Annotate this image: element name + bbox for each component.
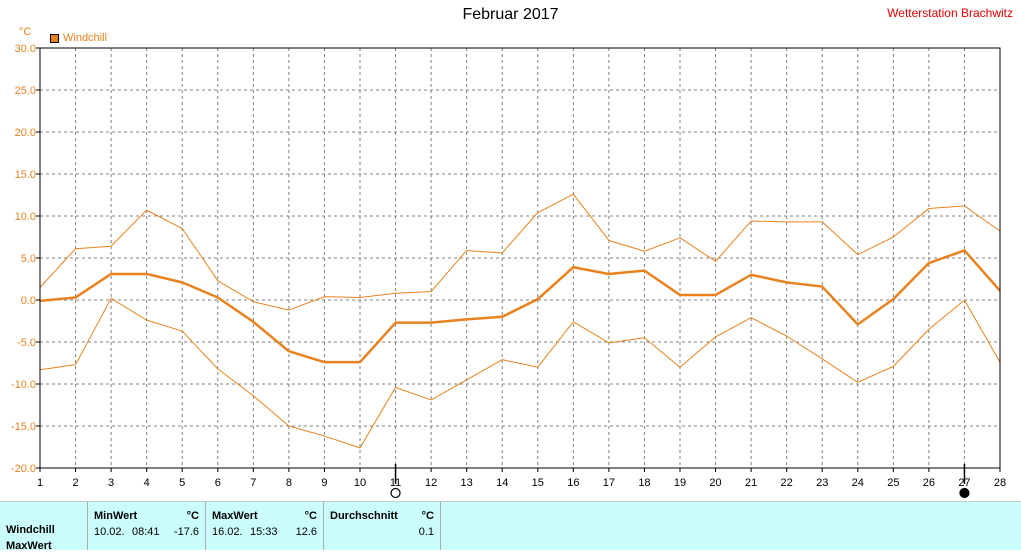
- x-tick-label: 10: [354, 477, 366, 489]
- x-tick-label: 22: [781, 477, 793, 489]
- stats-label-column: Windchill MaxWert: [0, 502, 88, 552]
- avg-unit: °C: [421, 510, 434, 522]
- stats-max-column: MaxWert °C 16.02. 15:33 12.6: [206, 502, 324, 550]
- stats-row-label-maxwert: MaxWert: [6, 540, 52, 552]
- y-tick-label: 25.0: [15, 85, 36, 97]
- series-line-avg: [39, 249, 1001, 364]
- legend: Windchill: [50, 32, 107, 44]
- min-unit: °C: [186, 510, 199, 522]
- stats-min-column: MinWert °C 10.02. 08:41 -17.6: [88, 502, 206, 550]
- x-tick-label: 7: [250, 477, 256, 489]
- stats-panel: Windchill MaxWert MinWert °C 10.02. 08:4…: [0, 501, 1021, 552]
- windchill-chart: -20.0 -15.0 -10.0 -5.0 0.0 5.0 10.0 15.0 20.0 25.…: [11, 43, 1006, 499]
- x-tick-label: 6: [215, 477, 221, 489]
- x-tick-label: 23: [816, 477, 828, 489]
- series-line-max: [39, 193, 1001, 311]
- x-tick-label: 26: [923, 477, 935, 489]
- y-tick-label: -20.0: [11, 463, 36, 475]
- legend-label: Windchill: [63, 32, 108, 44]
- max-time: 15:33: [250, 526, 278, 538]
- min-time: 08:41: [132, 526, 160, 538]
- y-tick-label: -5.0: [17, 337, 36, 349]
- y-tick-label: -15.0: [11, 421, 36, 433]
- x-tick-label: 25: [887, 477, 899, 489]
- chart-title: Februar 2017: [462, 6, 559, 23]
- max-value: 12.6: [295, 526, 317, 538]
- new-moon-icon: [959, 487, 970, 499]
- x-tick-label: 1: [37, 477, 43, 489]
- x-tick-label: 5: [179, 477, 185, 489]
- y-tick-label: 10.0: [15, 211, 36, 223]
- x-tick-label: 2: [72, 477, 78, 489]
- y-tick-label: 20.0: [15, 127, 36, 139]
- chart-grid: [40, 48, 1000, 468]
- y-tick-label: 15.0: [15, 169, 36, 181]
- station-name: Wetterstation Brachwitz: [887, 6, 1013, 20]
- plot-frame: [39, 47, 1001, 469]
- moon-markers: [390, 464, 970, 499]
- x-tick-label: 16: [567, 477, 579, 489]
- unit-label: °C: [19, 26, 32, 38]
- min-value: -17.6: [173, 526, 199, 538]
- max-date: 16.02.: [212, 526, 243, 538]
- series-line-min: [39, 297, 1001, 449]
- x-tick-label: 3: [108, 477, 114, 489]
- x-tick-label: 17: [603, 477, 615, 489]
- y-tick-label: 30.0: [15, 43, 36, 55]
- x-tick-label: 18: [638, 477, 650, 489]
- max-header: MaxWert: [212, 510, 258, 522]
- x-tick-label: 12: [425, 477, 437, 489]
- x-tick-label: 14: [496, 477, 508, 489]
- x-tick-label: 21: [745, 477, 757, 489]
- x-tick-label: 8: [286, 477, 292, 489]
- stats-row-label-windchill: Windchill: [6, 524, 55, 536]
- min-header: MinWert: [94, 510, 138, 522]
- avg-value: 0.1: [418, 526, 434, 538]
- x-tick-label: 28: [994, 477, 1006, 489]
- full-moon-icon: [390, 487, 401, 499]
- y-tick-label: 0.0: [21, 295, 36, 307]
- series-lines: [39, 193, 1001, 449]
- stats-avg-column: Durchschnitt °C 0.1: [324, 502, 441, 550]
- x-tick-label: 15: [532, 477, 544, 489]
- x-tick-label: 9: [321, 477, 327, 489]
- x-tick-label: 13: [461, 477, 473, 489]
- y-tick-label: -10.0: [11, 379, 36, 391]
- y-axis-ticks: -20.0 -15.0 -10.0 -5.0 0.0 5.0 10.0 15.0 20.0 25.…: [11, 43, 40, 475]
- max-unit: °C: [304, 510, 317, 522]
- y-tick-label: 5.0: [21, 253, 36, 265]
- legend-swatch: [50, 33, 59, 43]
- avg-header: Durchschnitt: [330, 510, 398, 522]
- x-tick-label: 20: [709, 477, 721, 489]
- x-axis-ticks: 1234567891011121314151617181920212223242…: [37, 468, 1006, 489]
- x-tick-label: 19: [674, 477, 686, 489]
- min-date: 10.02.: [94, 526, 125, 538]
- x-tick-label: 24: [852, 477, 864, 489]
- x-tick-label: 4: [144, 477, 150, 489]
